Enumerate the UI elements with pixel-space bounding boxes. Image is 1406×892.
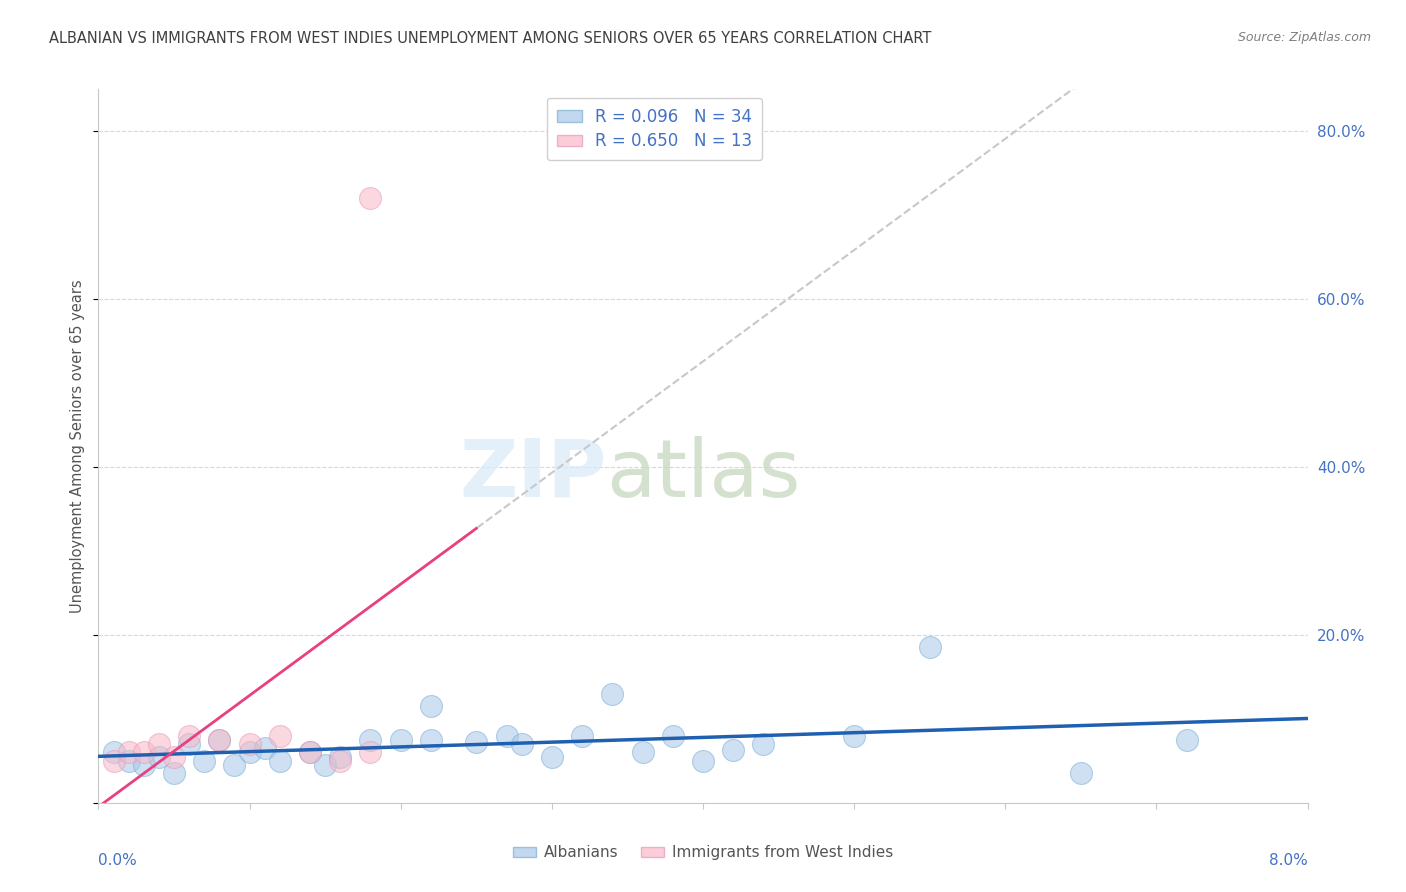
Point <box>918 640 941 655</box>
Point <box>179 729 201 743</box>
Point <box>208 732 231 747</box>
Point <box>389 732 412 747</box>
Point <box>299 746 322 760</box>
Point <box>208 732 231 747</box>
Point <box>224 758 246 772</box>
Point <box>752 737 775 751</box>
Point <box>239 746 262 760</box>
Point <box>239 737 262 751</box>
Point <box>1175 732 1198 747</box>
Text: 0.0%: 0.0% <box>98 853 138 868</box>
Point <box>132 758 155 772</box>
Legend: Albanians, Immigrants from West Indies: Albanians, Immigrants from West Indies <box>508 839 898 866</box>
Point <box>163 749 186 764</box>
Point <box>723 743 745 757</box>
Text: ZIP: ZIP <box>458 435 606 514</box>
Point <box>692 754 714 768</box>
Point <box>495 729 517 743</box>
Point <box>420 699 443 714</box>
Point <box>163 766 186 780</box>
Point <box>571 729 593 743</box>
Point <box>360 732 382 747</box>
Point <box>844 729 866 743</box>
Point <box>103 746 125 760</box>
Point <box>360 746 382 760</box>
Point <box>103 754 125 768</box>
Point <box>360 191 382 205</box>
Text: atlas: atlas <box>606 435 800 514</box>
Text: ALBANIAN VS IMMIGRANTS FROM WEST INDIES UNEMPLOYMENT AMONG SENIORS OVER 65 YEARS: ALBANIAN VS IMMIGRANTS FROM WEST INDIES … <box>49 31 932 46</box>
Point <box>269 729 291 743</box>
Point <box>118 746 141 760</box>
Point <box>148 749 170 764</box>
Point <box>148 737 170 751</box>
Point <box>662 729 685 743</box>
Point <box>631 746 654 760</box>
Text: 8.0%: 8.0% <box>1268 853 1308 868</box>
Point <box>314 758 336 772</box>
Point <box>269 754 291 768</box>
Point <box>299 746 322 760</box>
Point <box>329 754 352 768</box>
Point <box>118 754 141 768</box>
Point <box>465 735 488 749</box>
Point <box>420 732 443 747</box>
Point <box>510 737 533 751</box>
Point <box>253 741 276 756</box>
Point <box>329 749 352 764</box>
Y-axis label: Unemployment Among Seniors over 65 years: Unemployment Among Seniors over 65 years <box>70 279 86 613</box>
Point <box>541 749 564 764</box>
Point <box>602 687 624 701</box>
Point <box>179 737 201 751</box>
Point <box>193 754 215 768</box>
Text: Source: ZipAtlas.com: Source: ZipAtlas.com <box>1237 31 1371 45</box>
Point <box>132 746 155 760</box>
Point <box>1070 766 1092 780</box>
